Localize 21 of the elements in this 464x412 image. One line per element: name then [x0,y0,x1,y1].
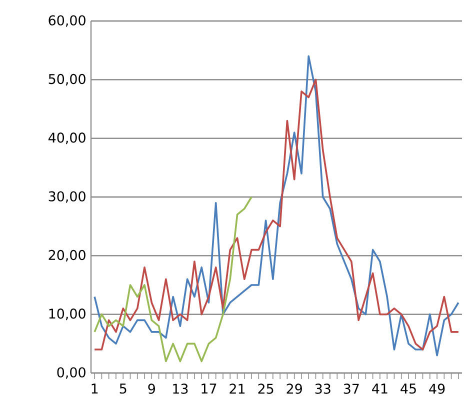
x-tick-label: 1 [92,384,98,394]
y-tick-label: 40,00 [48,132,86,144]
x-tick-label: 17 [202,384,216,394]
x-tick-label: 45 [400,384,416,394]
y-tick-label: 60,00 [48,15,86,27]
line-series [94,196,252,362]
x-tick-label: 13 [173,384,188,394]
y-tick-label: 50,00 [48,74,86,86]
x-tick-label: 29 [286,384,302,394]
x-tick-label: 33 [315,384,330,394]
x-tick-label: 37 [344,384,359,394]
x-tick-label: 9 [148,384,155,394]
y-tick-label: 30,00 [48,191,86,203]
x-tick-label: 41 [372,384,388,394]
y-tick-label: 0,00 [57,367,86,379]
x-tick-label: 5 [120,384,126,394]
x-tick-label: 49 [429,384,445,394]
x-tick-label: 25 [258,384,274,394]
y-tick-label: 20,00 [48,250,86,262]
x-tick-label: 21 [230,384,245,394]
y-tick-label: 10,00 [49,308,86,320]
